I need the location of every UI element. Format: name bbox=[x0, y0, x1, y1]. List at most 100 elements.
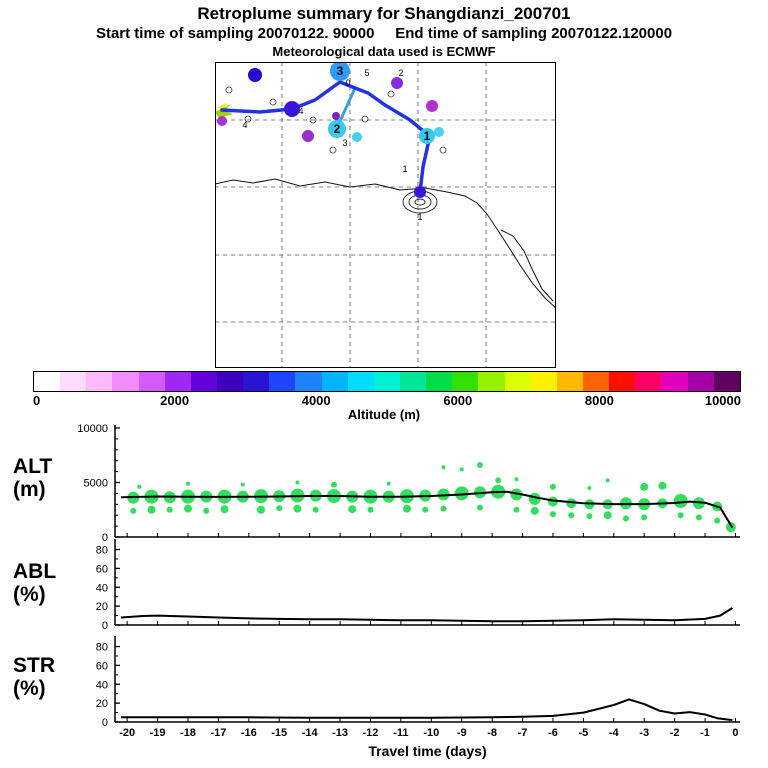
map-tiny-label: 5 bbox=[364, 68, 369, 78]
map-tiny-label: 4 bbox=[298, 106, 303, 116]
colorbar-segment bbox=[635, 372, 662, 391]
wind-arrow-icon bbox=[217, 102, 227, 109]
str-series-line bbox=[121, 698, 733, 722]
x-tick-label: -2 bbox=[670, 727, 680, 739]
y-tick-label: 60 bbox=[96, 660, 108, 672]
x-tick-label: -1 bbox=[700, 727, 710, 739]
alt-bubble bbox=[476, 504, 483, 511]
colorbar-segment bbox=[687, 372, 714, 391]
alt-bubble bbox=[549, 483, 556, 490]
x-tick-label: -9 bbox=[457, 727, 467, 739]
alt-bubble bbox=[640, 482, 649, 491]
alt-bubble bbox=[510, 488, 523, 501]
colorbar-segment bbox=[478, 372, 505, 391]
alt-bubble bbox=[137, 484, 142, 489]
altitude-colorbar bbox=[33, 371, 741, 392]
alt-bubble bbox=[220, 505, 229, 514]
plume-marker bbox=[352, 132, 362, 142]
plume-marker bbox=[414, 186, 426, 198]
colorbar-segment bbox=[243, 372, 270, 391]
timeseries-panel: 0 5000 10000 0 20 40 60 80 0 20 40 60 80 -20 -19 -18 -17… bbox=[0, 420, 768, 768]
alt-bubble bbox=[422, 506, 429, 513]
alt-bubble bbox=[641, 514, 648, 521]
colorbar-tick-row: 0 2000 4000 6000 8000 10000 bbox=[33, 393, 741, 408]
map-tiny-label: 4 bbox=[242, 120, 247, 130]
alt-bubble bbox=[293, 504, 302, 513]
colorbar-label: Altitude (m) bbox=[347, 407, 421, 422]
station-circle bbox=[361, 115, 369, 123]
y-tick-label: 80 bbox=[96, 642, 108, 654]
met-data-line: Meteorological data used is ECMWF bbox=[272, 44, 496, 59]
y-tick-label: 40 bbox=[96, 679, 108, 691]
alt-bubble bbox=[240, 482, 245, 487]
plume-marker-label: 3 bbox=[337, 64, 344, 78]
alt-bubble bbox=[185, 481, 190, 486]
y-tick-label: 80 bbox=[96, 545, 108, 557]
x-tick-label: -16 bbox=[241, 727, 257, 739]
map-tiny-label: 1 bbox=[402, 164, 407, 174]
x-tick-label: -19 bbox=[150, 727, 166, 739]
colorbar-segment bbox=[399, 372, 427, 391]
sampling-time-line: Start time of sampling 20070122. 90000 E… bbox=[95, 25, 673, 42]
alt-bubble bbox=[386, 481, 391, 486]
x-tick-label: -3 bbox=[639, 727, 649, 739]
station-circle bbox=[329, 146, 337, 154]
coastline bbox=[500, 229, 554, 302]
station-circle bbox=[439, 146, 447, 154]
abl-panel-label-line1: ABL bbox=[13, 560, 57, 583]
colorbar-segment bbox=[60, 372, 87, 391]
y-tick-label: 10000 bbox=[77, 423, 108, 435]
alt-bubble bbox=[725, 522, 736, 533]
colorbar-tick-label: 0 bbox=[33, 393, 41, 408]
alt-bubble bbox=[348, 505, 357, 514]
alt-bubble bbox=[476, 462, 483, 469]
alt-bubble bbox=[459, 467, 464, 472]
x-tick-label: -7 bbox=[518, 727, 528, 739]
x-tick-label: 0 bbox=[732, 727, 738, 739]
alt-panel-label: ALT (m) bbox=[13, 455, 103, 501]
colorbar-segment bbox=[295, 372, 322, 391]
alt-bubble bbox=[203, 507, 210, 514]
alt-bubble bbox=[312, 506, 319, 513]
alt-bubble bbox=[622, 515, 629, 522]
alt-bubble bbox=[714, 517, 721, 524]
plume-marker bbox=[332, 112, 340, 120]
plume-contour bbox=[414, 198, 426, 206]
plume-marker-label: 1 bbox=[424, 129, 431, 143]
plume-marker bbox=[434, 127, 444, 137]
x-tick-label: -20 bbox=[119, 727, 135, 739]
y-tick-label: 0 bbox=[102, 620, 108, 632]
colorbar-segment bbox=[164, 372, 191, 391]
alt-panel-label-line1: ALT bbox=[13, 455, 53, 478]
plume-marker bbox=[391, 77, 403, 89]
colorbar-segment bbox=[373, 372, 400, 391]
alt-bubble bbox=[367, 506, 374, 513]
coastline bbox=[214, 178, 557, 309]
alt-bubble bbox=[587, 485, 592, 490]
alt-bubble bbox=[549, 511, 556, 518]
y-tick-label: 5000 bbox=[84, 478, 108, 490]
colorbar-segment bbox=[190, 372, 217, 391]
colorbar-tick-label: 10000 bbox=[704, 393, 741, 408]
alt-bubble bbox=[183, 504, 192, 513]
y-tick-label: 0 bbox=[102, 532, 108, 544]
x-axis-label: Travel time (days) bbox=[368, 743, 487, 759]
station-circle bbox=[225, 86, 233, 94]
alt-bubble bbox=[568, 512, 575, 519]
plume-marker bbox=[302, 130, 314, 142]
colorbar-tick-label: 4000 bbox=[301, 393, 331, 408]
colorbar-segment bbox=[426, 372, 453, 391]
y-tick-label: 40 bbox=[96, 582, 108, 594]
alt-bubble bbox=[440, 505, 447, 512]
plume-marker bbox=[217, 116, 227, 126]
plume-marker bbox=[248, 68, 262, 82]
colorbar-segment bbox=[112, 372, 139, 391]
colorbar-segment bbox=[86, 372, 113, 391]
alt-bubble bbox=[603, 511, 612, 520]
str-panel-label-line1: STR bbox=[13, 654, 55, 677]
alt-bubble bbox=[513, 506, 520, 513]
alt-bubble bbox=[673, 494, 688, 509]
colorbar-segment bbox=[661, 372, 688, 391]
y-tick-label: 20 bbox=[96, 601, 108, 613]
